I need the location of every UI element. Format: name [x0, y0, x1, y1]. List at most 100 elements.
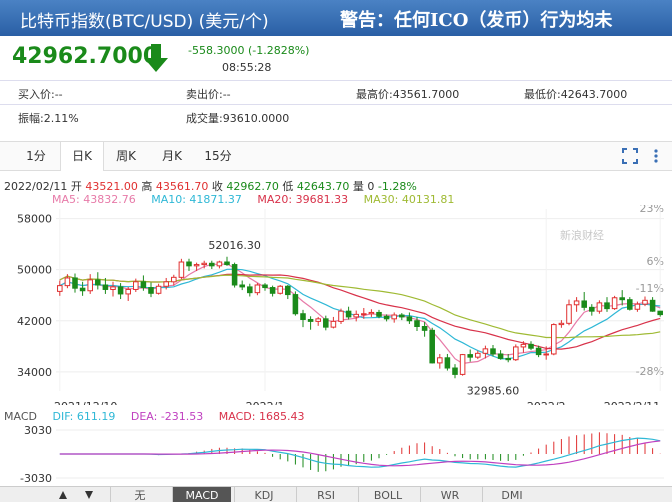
candle-body: [178, 261, 185, 278]
candle-body: [216, 261, 223, 267]
candle-body: [421, 326, 428, 331]
candle-body: [102, 284, 109, 290]
candle-body: [285, 285, 291, 296]
candle: [300, 309, 306, 328]
ohlc-low-label: 低: [282, 180, 294, 193]
candle: [566, 299, 572, 326]
candle: [551, 323, 557, 356]
fullscreen-icon[interactable]: [622, 148, 638, 164]
candle: [421, 322, 428, 337]
y-right-tick-label: 6%: [647, 255, 664, 268]
y-tick-label: 58000: [17, 213, 52, 226]
dea-line: [59, 440, 661, 467]
ohlc-close: 42962.70: [226, 180, 279, 193]
candle-body: [611, 297, 618, 310]
candle: [163, 277, 169, 290]
macd-legend: MACD DIF: 611.19 DEA: -231.53 MACD: 1685…: [4, 410, 316, 423]
tab-weekly[interactable]: 周K: [116, 149, 136, 163]
macd-label: MACD: [4, 410, 37, 423]
ohlc-low: 42643.70: [296, 180, 350, 193]
ma20-value: MA20: 39681.33: [257, 193, 349, 206]
candle-body: [239, 284, 245, 288]
tab-1min[interactable]: 1分: [26, 149, 46, 163]
ohlc-open-label: 开: [70, 180, 82, 193]
indicator-tab-boll[interactable]: BOLL: [358, 487, 417, 502]
tab-monthly[interactable]: 月K: [162, 149, 182, 163]
candle: [323, 315, 329, 331]
candle: [589, 304, 595, 316]
candle: [437, 353, 443, 369]
candle: [482, 345, 489, 359]
candle-body: [414, 320, 420, 328]
high-price: 最高价:43561.7000: [356, 88, 460, 101]
candle: [292, 291, 299, 316]
y-right-tick-label: 23%: [640, 205, 664, 215]
candle-body: [437, 357, 443, 364]
y-right-tick-label: -28%: [636, 365, 664, 378]
candle-body: [497, 353, 504, 359]
candle: [452, 364, 458, 379]
ohlc-date: 2022/02/11: [4, 180, 68, 193]
candle-body: [353, 313, 359, 318]
candle-body: [72, 277, 78, 289]
candle: [330, 316, 337, 329]
tab-daily[interactable]: 日K: [60, 142, 104, 171]
candle-body: [429, 329, 435, 364]
candle-body: [231, 264, 238, 286]
indicator-tab-macd[interactable]: MACD: [172, 487, 231, 502]
y-tick-label: 34000: [17, 366, 52, 379]
candle-body: [581, 300, 587, 308]
scroll-up-icon[interactable]: [58, 490, 68, 500]
y-right-tick-label: -11%: [636, 282, 664, 295]
candle: [475, 350, 481, 360]
candle-body: [444, 357, 451, 369]
x-tick-label: 2022/2: [527, 400, 566, 405]
header-bar: 比特币指数(BTC/USD) (美元/个) 警告：任何ICO（发币）行为均未: [0, 0, 672, 36]
scroll-down-icon[interactable]: [84, 490, 94, 500]
candle-body: [467, 354, 473, 358]
candle: [513, 344, 519, 361]
indicator-tab-kdj[interactable]: KDJ: [234, 487, 293, 502]
candle-body: [338, 310, 344, 322]
y-tick-label: 50000: [17, 264, 52, 277]
candle: [383, 314, 390, 322]
ma30-value: MA30: 40131.81: [363, 193, 455, 206]
candle: [558, 320, 565, 328]
down-arrow-icon: [144, 44, 168, 72]
candle: [262, 283, 268, 291]
candle: [520, 341, 527, 353]
candle-body: [247, 286, 253, 294]
ohlc-vol: 0: [367, 180, 375, 193]
candle-body: [406, 316, 413, 322]
amplitude: 振幅:2.11%: [18, 112, 79, 125]
tab-15min[interactable]: 15分: [204, 149, 232, 163]
kline-chart[interactable]: 新浪财经 58000 50000 42000 34000 23% 6% -11% -28% 202…: [0, 205, 672, 405]
candle: [110, 281, 116, 297]
candle-body: [262, 284, 268, 289]
indicator-tab-rsi[interactable]: RSI: [296, 487, 355, 502]
ohlc-pct: -1.28%: [377, 180, 417, 193]
candle: [444, 353, 451, 371]
indicator-tab-wr[interactable]: WR: [420, 487, 479, 502]
candle-body: [505, 357, 511, 361]
candle: [535, 345, 542, 358]
quote-time: 08:55:28: [222, 61, 272, 74]
indicator-tab-none[interactable]: 无: [110, 487, 169, 502]
candle-body: [604, 302, 610, 310]
macd-chart[interactable]: 3030 -3030: [0, 424, 672, 484]
ma30-line: [59, 274, 661, 339]
volume: 成交量:93610.0000: [186, 112, 290, 125]
candle: [604, 297, 610, 312]
candle: [414, 316, 420, 331]
candle: [57, 280, 63, 296]
candle-body: [619, 297, 625, 301]
candle-body: [543, 353, 549, 356]
indicator-tab-dmi[interactable]: DMI: [482, 487, 541, 502]
candle: [95, 272, 101, 290]
candle-body: [87, 279, 93, 292]
price-annotation: 32985.60: [467, 384, 520, 397]
candle-body: [657, 310, 663, 316]
candle: [216, 260, 223, 269]
candle: [239, 280, 245, 291]
more-icon[interactable]: [648, 148, 664, 164]
